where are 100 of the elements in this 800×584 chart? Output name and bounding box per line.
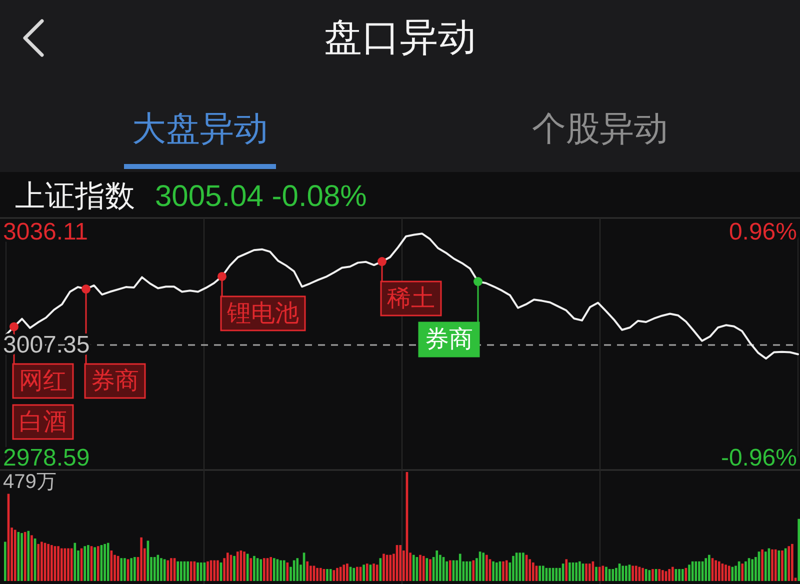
- bar: [694, 561, 698, 581]
- bar: [87, 545, 90, 581]
- bar: [134, 557, 136, 581]
- bar: [342, 564, 346, 581]
- bar: [486, 554, 488, 581]
- bar: [426, 558, 428, 581]
- bar: [352, 568, 356, 581]
- bar: [74, 542, 76, 581]
- bar: [40, 542, 43, 581]
- bar: [160, 558, 162, 581]
- bar: [180, 561, 182, 581]
- bar: [548, 568, 551, 581]
- bar: [788, 546, 790, 581]
- bar: [270, 557, 272, 581]
- bar: [106, 542, 110, 581]
- y-tick-label: 3036.11: [3, 218, 88, 246]
- bar: [436, 550, 438, 581]
- bar: [446, 561, 448, 581]
- bar: [708, 554, 710, 581]
- bar: [522, 552, 524, 581]
- point: [82, 284, 90, 294]
- bar: [104, 544, 106, 581]
- bar: [492, 561, 494, 581]
- bar: [605, 566, 608, 581]
- bar: [624, 566, 628, 581]
- bar: [632, 566, 634, 581]
- bar: [542, 566, 544, 581]
- point: [474, 277, 482, 286]
- y2-tick-label: 0.96%: [728, 218, 797, 246]
- chart-title: 上证指数: [15, 180, 135, 213]
- bar: [382, 554, 385, 581]
- bar: [280, 560, 282, 581]
- bar: [612, 569, 614, 581]
- bar: [622, 566, 624, 581]
- bar: [671, 566, 674, 581]
- bar: [389, 554, 392, 581]
- bar: [37, 544, 40, 581]
- annotation: 锂电池: [226, 300, 299, 327]
- bar: [346, 564, 348, 581]
- bar: [568, 562, 571, 581]
- bar: [744, 561, 747, 581]
- bar: [196, 562, 199, 581]
- text: 大盘异动: [132, 110, 268, 148]
- bar: [798, 518, 800, 581]
- bar: [704, 558, 708, 581]
- bar: [376, 564, 378, 581]
- bar: [585, 564, 588, 581]
- bar: [190, 561, 192, 581]
- bar: [233, 556, 236, 581]
- bar: [120, 558, 123, 581]
- annotation: 网红: [19, 368, 67, 394]
- bar: [495, 562, 498, 581]
- bar: [429, 559, 432, 581]
- bar: [648, 570, 651, 581]
- bar: [502, 561, 504, 581]
- bar: [67, 548, 70, 581]
- bar: [472, 560, 475, 581]
- bar: [60, 548, 63, 581]
- bar: [565, 559, 568, 581]
- bar: [458, 554, 462, 581]
- annotation: 白酒: [19, 408, 67, 436]
- bar: [216, 560, 219, 581]
- bar: [176, 561, 180, 581]
- point: [218, 272, 226, 281]
- bar: [200, 562, 202, 581]
- bar: [20, 533, 23, 581]
- bar: [84, 546, 86, 581]
- annotation: 稀土: [387, 285, 435, 312]
- bar: [724, 564, 727, 581]
- bar: [186, 561, 189, 581]
- bar: [412, 554, 415, 581]
- bar: [27, 530, 30, 581]
- bar: [206, 561, 209, 581]
- bar: [166, 560, 170, 581]
- bar: [14, 530, 16, 581]
- bar: [575, 562, 578, 581]
- bar: [316, 568, 318, 581]
- bar: [140, 537, 142, 581]
- bar: [642, 568, 644, 581]
- bar: [652, 569, 654, 581]
- bar: [124, 558, 126, 581]
- point: [10, 322, 18, 332]
- bar: [668, 569, 670, 581]
- bar: [741, 564, 744, 581]
- bar: [678, 569, 680, 581]
- bar: [688, 564, 690, 581]
- bar: [250, 558, 252, 581]
- annotation: 479万: [3, 471, 56, 493]
- bar: [226, 552, 229, 581]
- bar: [761, 549, 764, 581]
- bar: [362, 564, 365, 581]
- bar: [728, 566, 730, 581]
- bar: [448, 560, 452, 581]
- bar: [326, 569, 328, 581]
- chart-subtitle: 3005.04 -0.08%: [155, 180, 367, 213]
- bar: [532, 562, 534, 581]
- bar: [598, 566, 601, 581]
- bar: [588, 564, 591, 581]
- bar: [439, 554, 442, 581]
- bar: [518, 552, 522, 581]
